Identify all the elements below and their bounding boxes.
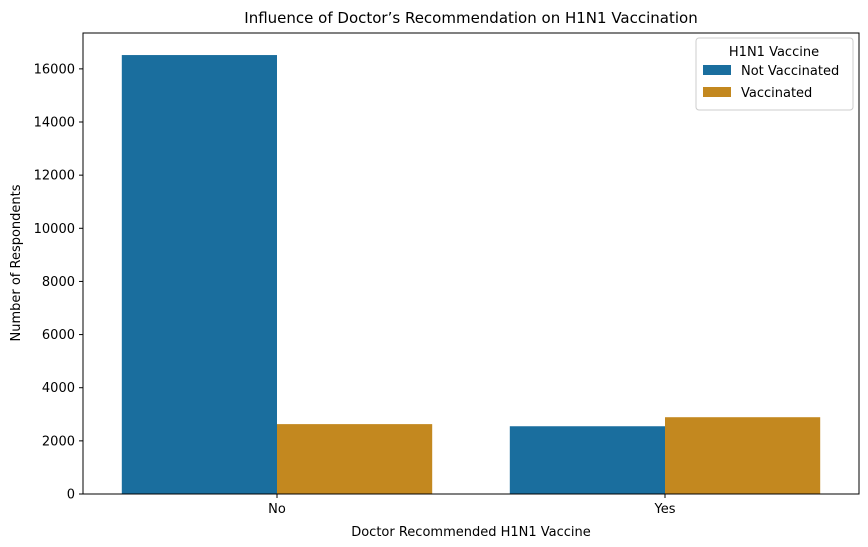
chart-title: Influence of Doctor’s Recommendation on … [244,9,697,27]
x-axis-label: Doctor Recommended H1N1 Vaccine [351,525,591,540]
legend-label-vaccinated: Vaccinated [741,86,812,101]
y-tick-label: 10000 [34,222,75,237]
y-tick-label: 14000 [34,116,75,131]
legend-swatch-vaccinated [703,87,731,97]
legend-title: H1N1 Vaccine [729,45,819,60]
y-axis-label: Number of Respondents [9,184,24,341]
y-axis: 0 2000 4000 6000 8000 10000 12000 14000 16000 [34,62,83,503]
y-tick-label: 2000 [42,434,75,449]
y-tick-label: 4000 [42,381,75,396]
y-tick-label: 6000 [42,328,75,343]
legend-label-not-vaccinated: Not Vaccinated [741,64,839,79]
legend-swatch-not-vaccinated [703,65,731,75]
y-tick-label: 0 [67,488,75,503]
bar-vaccinated-no [277,424,433,494]
y-tick-label: 12000 [34,169,75,184]
bar-not-vaccinated-yes [509,426,665,494]
legend-box [695,37,854,111]
legend: H1N1 Vaccine Not Vaccinated Vaccinated [695,37,854,111]
bars-group [121,55,821,495]
y-tick-label: 16000 [34,62,75,77]
bar-vaccinated-yes [665,417,821,494]
x-axis: No Yes [268,494,676,517]
x-tick-label: Yes [654,502,676,517]
x-tick-label: No [268,502,286,517]
bar-not-vaccinated-no [121,55,277,495]
y-tick-label: 8000 [42,275,75,290]
plot-frame [82,32,860,495]
